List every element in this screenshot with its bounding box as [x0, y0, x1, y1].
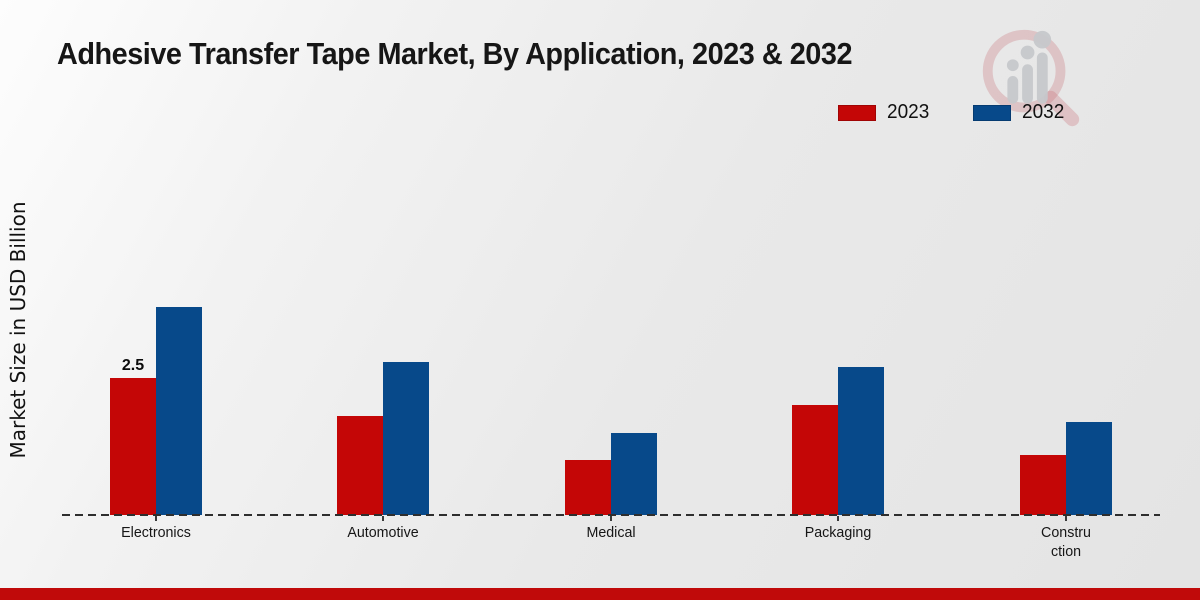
x-axis-tick — [382, 516, 384, 521]
legend-item-2023: 2023 — [838, 101, 932, 124]
category-label-packaging: Packaging — [804, 524, 872, 541]
bar-2032-construction — [1066, 421, 1112, 515]
x-axis-tick — [610, 516, 612, 521]
category-label-construction: Constru ction — [1041, 524, 1091, 560]
legend-label-2023: 2023 — [887, 101, 930, 123]
bar-2023-medical — [565, 460, 611, 515]
legend: 2023 2032 — [838, 101, 1066, 124]
bar-2023-construction — [1020, 454, 1066, 515]
bar-2023-electronics — [110, 378, 156, 515]
legend-swatch-2023 — [838, 104, 876, 121]
category-label-automotive: Automotive — [347, 524, 419, 541]
category-label-electronics: Electronics — [121, 524, 191, 541]
footer-red-band — [0, 588, 1200, 600]
magnifier-bar-chart-logo-icon — [972, 20, 1090, 138]
bar-2032-automotive — [383, 361, 429, 515]
bar-2032-medical — [611, 432, 657, 515]
legend-item-2032: 2032 — [972, 101, 1067, 124]
bar-2032-packaging — [838, 367, 884, 515]
x-axis-tick — [837, 516, 839, 521]
legend-swatch-2032 — [972, 104, 1011, 121]
x-axis-tick — [155, 516, 157, 521]
x-axis-line — [62, 514, 1160, 516]
category-label-medical: Medical — [586, 524, 636, 541]
x-axis-tick — [1065, 516, 1067, 521]
bar-value-label: 2.5 — [121, 357, 145, 374]
legend-label-2032: 2032 — [1021, 101, 1064, 123]
chart-title: Adhesive Transfer Tape Market, By Applic… — [57, 36, 853, 71]
bar-2023-packaging — [792, 405, 838, 515]
bar-2032-electronics — [156, 306, 202, 515]
bar-2023-automotive — [337, 416, 383, 515]
